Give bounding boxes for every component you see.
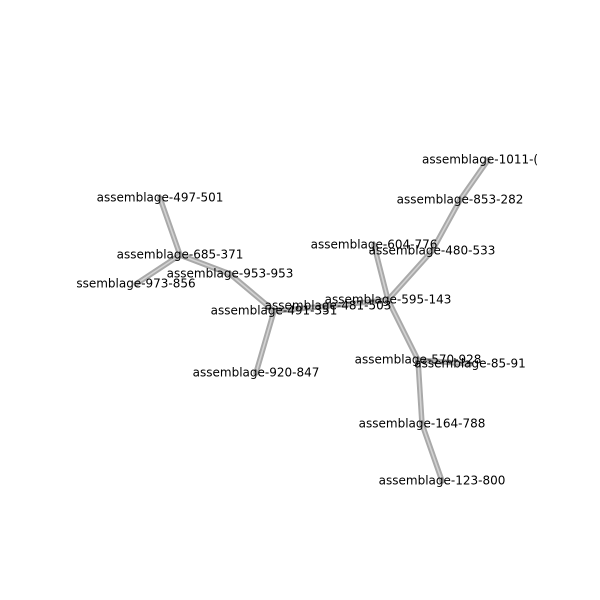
graph-edge xyxy=(419,421,445,484)
graph-edge xyxy=(415,357,473,367)
graph-edge xyxy=(385,297,421,363)
graph-edge xyxy=(227,271,277,314)
graph-edge xyxy=(177,252,233,277)
edge-highlight xyxy=(387,299,419,361)
edge-highlight xyxy=(255,310,275,374)
edge-highlight xyxy=(373,244,389,301)
node-label: ssemblage-973-856 xyxy=(76,277,195,291)
node-label: assemblage-497-501 xyxy=(97,191,224,205)
node-label: assemblage-604-776 xyxy=(311,238,438,252)
graph-edge xyxy=(157,195,183,258)
node-label: assemblage-595-143 xyxy=(325,293,452,307)
node-label: assemblage-480-533 xyxy=(369,244,496,258)
node-label: assemblage-570-928 xyxy=(355,353,482,367)
edge-highlight xyxy=(273,305,329,312)
edge-highlight xyxy=(421,423,443,482)
edge-highlight xyxy=(229,273,275,312)
node-label: assemblage-491-351 xyxy=(211,304,338,318)
node-label: assemblage-1011-( xyxy=(422,153,538,167)
node-label: assemblage-953-953 xyxy=(167,267,294,281)
graph-edge xyxy=(133,252,183,287)
node-label: assemblage-685-371 xyxy=(117,248,244,262)
graph-edge xyxy=(325,297,391,309)
edge-highlight xyxy=(387,250,433,301)
edge-highlight xyxy=(431,199,461,252)
graph-edge xyxy=(385,248,435,303)
edge-highlight xyxy=(159,197,181,256)
graph-edge xyxy=(457,157,491,203)
graph-edge xyxy=(371,242,391,303)
edges-layer xyxy=(133,157,491,484)
node-label: assemblage-920-847 xyxy=(193,366,320,380)
graph-edge xyxy=(429,197,463,254)
edge-highlight xyxy=(417,359,423,425)
graph-edge xyxy=(253,308,277,376)
edge-highlight xyxy=(459,159,489,201)
node-label: assemblage-164-788 xyxy=(359,417,486,431)
graph-edge xyxy=(271,303,331,314)
edge-highlight xyxy=(135,254,181,285)
node-label: assemblage-481-503 xyxy=(265,299,392,313)
node-label: assemblage-853-282 xyxy=(397,193,524,207)
edge-highlight xyxy=(417,359,471,365)
labels-layer: assemblage-1011-( assemblage-853-282 assem… xyxy=(76,153,538,488)
node-label: assemblage-85-91 xyxy=(414,357,525,371)
node-label: assemblage-123-800 xyxy=(379,474,506,488)
graph-edge xyxy=(415,357,425,427)
edge-highlight xyxy=(179,254,231,275)
edge-highlight xyxy=(327,299,389,307)
